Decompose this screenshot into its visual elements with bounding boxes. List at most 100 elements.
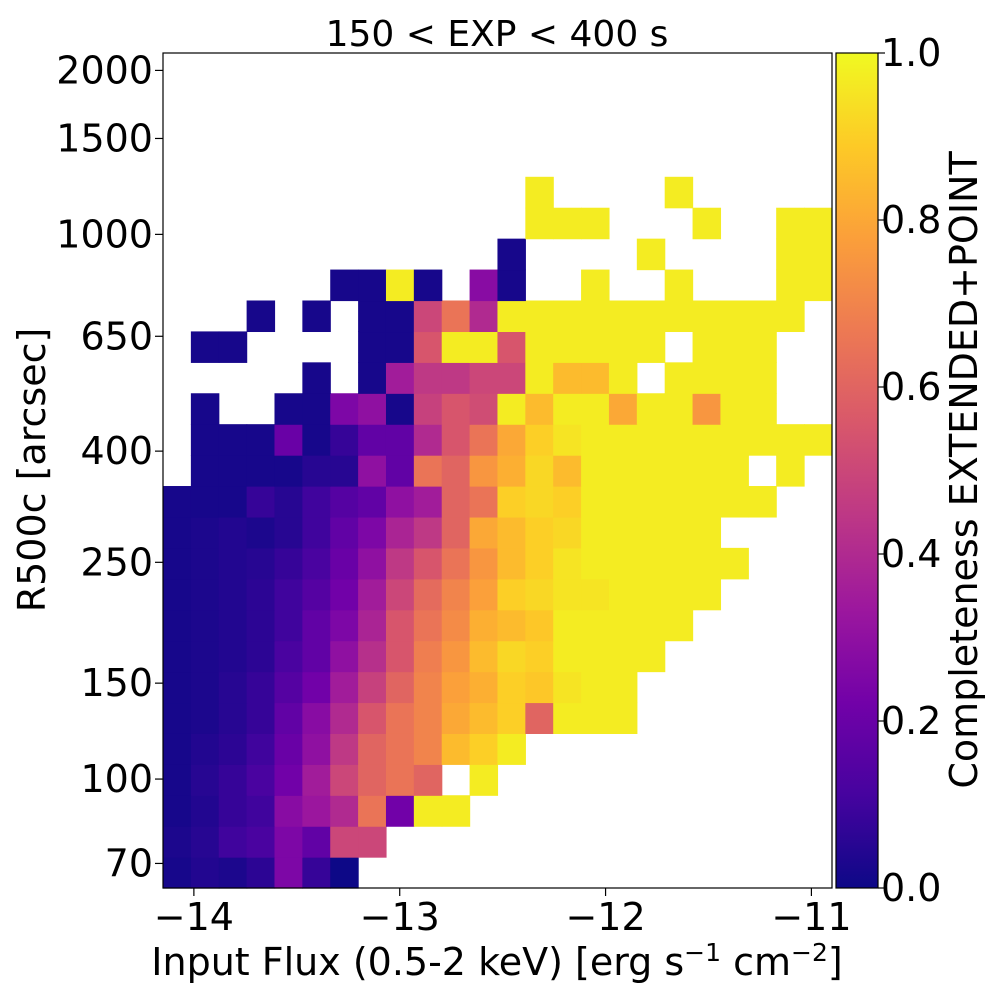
heatmap-cell — [441, 393, 471, 425]
heatmap-cell — [497, 362, 526, 394]
heatmap-cell — [804, 424, 833, 456]
colorbar-ticks: 0.0 0.2 0.4 0.6 0.8 1.0 — [878, 31, 941, 910]
heatmap-cell — [581, 331, 610, 363]
heatmap-cell — [636, 238, 666, 271]
heatmap-cell — [441, 702, 471, 734]
heatmap-cell — [163, 795, 192, 827]
heatmap-cell — [413, 455, 443, 487]
heatmap-cell — [581, 516, 610, 549]
heatmap-cell — [553, 300, 582, 333]
heatmap-cell — [497, 609, 526, 642]
heatmap-cell — [497, 640, 526, 673]
heatmap-cell — [274, 547, 303, 580]
heatmap-cell — [190, 640, 220, 673]
heatmap-cell — [246, 516, 276, 549]
heatmap-cell — [385, 362, 415, 394]
heatmap-cell — [636, 547, 666, 580]
heatmap-cell — [608, 362, 638, 394]
heatmap-cell — [441, 516, 471, 549]
heatmap-cell — [302, 857, 331, 889]
heatmap-cell — [581, 547, 610, 580]
heatmap-cell — [302, 486, 331, 518]
heatmap-cell — [608, 424, 638, 456]
heatmap-cell — [190, 857, 220, 889]
heatmap-cell — [218, 857, 248, 889]
heatmap-cell — [246, 857, 276, 889]
heatmap-cell — [163, 486, 192, 518]
heatmap-cell — [358, 640, 387, 673]
heatmap-cell — [190, 393, 220, 425]
heatmap-cell — [664, 486, 694, 518]
heatmap-cell — [525, 393, 554, 425]
heatmap-cell — [163, 516, 192, 549]
y-tick-label: 150 — [80, 661, 153, 705]
heatmap-cell — [525, 702, 554, 734]
heatmap-cell — [636, 640, 666, 673]
y-tick-label: 1000 — [56, 212, 153, 256]
heatmap-cell — [776, 269, 805, 302]
heatmap-cell — [358, 455, 387, 487]
x-axis-label: Input Flux (0.5-2 keV) [erg s−1 cm−2] — [151, 938, 842, 984]
x-tick-label: −13 — [360, 895, 440, 939]
x-axis: −14 −13 −12 −11 — [154, 888, 852, 939]
heatmap-cell — [358, 486, 387, 518]
heatmap-cell — [413, 764, 443, 796]
heatmap-cell — [636, 455, 666, 487]
heatmap-cell — [664, 424, 694, 456]
x-tick-label: −14 — [154, 895, 234, 939]
heatmap-cell — [525, 578, 554, 611]
heatmap-cell — [553, 455, 582, 487]
heatmap-cell — [358, 578, 387, 611]
heatmap-cell — [274, 609, 303, 642]
heatmap-cell — [441, 300, 471, 333]
y-axis-label: R500c [arcsec] — [10, 328, 54, 613]
heatmap-cell — [469, 486, 499, 518]
heatmap-cell — [525, 671, 554, 704]
heatmap-cell — [218, 795, 248, 827]
heatmap-cell — [190, 795, 220, 827]
heatmap-cell — [804, 238, 833, 271]
heatmap-cell — [302, 640, 331, 673]
heatmap-cell — [497, 238, 526, 271]
heatmap-cell — [581, 424, 610, 456]
heatmap-cell — [692, 207, 722, 240]
heatmap-cell — [497, 393, 526, 425]
heatmap-cell — [302, 764, 331, 796]
heatmap-cell — [525, 547, 554, 580]
heatmap-cell — [246, 826, 276, 858]
heatmap-cell — [441, 331, 471, 363]
heatmap-cell — [692, 393, 722, 425]
heatmap-cell — [358, 331, 387, 363]
heatmap-cell — [441, 486, 471, 518]
heatmap-cell — [163, 547, 192, 580]
heatmap-cell — [636, 393, 666, 425]
heatmap-cell — [441, 640, 471, 673]
heatmap-cell — [274, 857, 303, 889]
heatmap-cell — [581, 300, 610, 333]
heatmap-cell — [274, 702, 303, 734]
heatmap-cell — [274, 578, 303, 611]
heatmap-cell — [748, 486, 777, 518]
heatmap-cell — [274, 424, 303, 456]
heatmap-cell — [692, 516, 722, 549]
heatmap-cell — [581, 578, 610, 611]
heatmap-cell — [525, 424, 554, 456]
heatmap-cell — [330, 764, 359, 796]
heatmap-cell — [246, 733, 276, 765]
heatmap-cell — [274, 640, 303, 673]
heatmap-cell — [385, 269, 415, 302]
heatmap-cell — [385, 455, 415, 487]
heatmap-cell — [302, 455, 331, 487]
colorbar-tick-label: 0.2 — [881, 699, 941, 743]
heatmap-cell — [553, 702, 582, 734]
heatmap-cell — [441, 671, 471, 704]
heatmap-cell — [330, 795, 359, 827]
heatmap-cell — [469, 609, 499, 642]
heatmap-cell — [525, 486, 554, 518]
heatmap-cell — [274, 826, 303, 858]
heatmap-cell — [581, 207, 610, 240]
heatmap-cell — [553, 486, 582, 518]
heatmap-cell — [246, 547, 276, 580]
heatmap-cell — [581, 362, 610, 394]
heatmap-cell — [720, 455, 749, 487]
